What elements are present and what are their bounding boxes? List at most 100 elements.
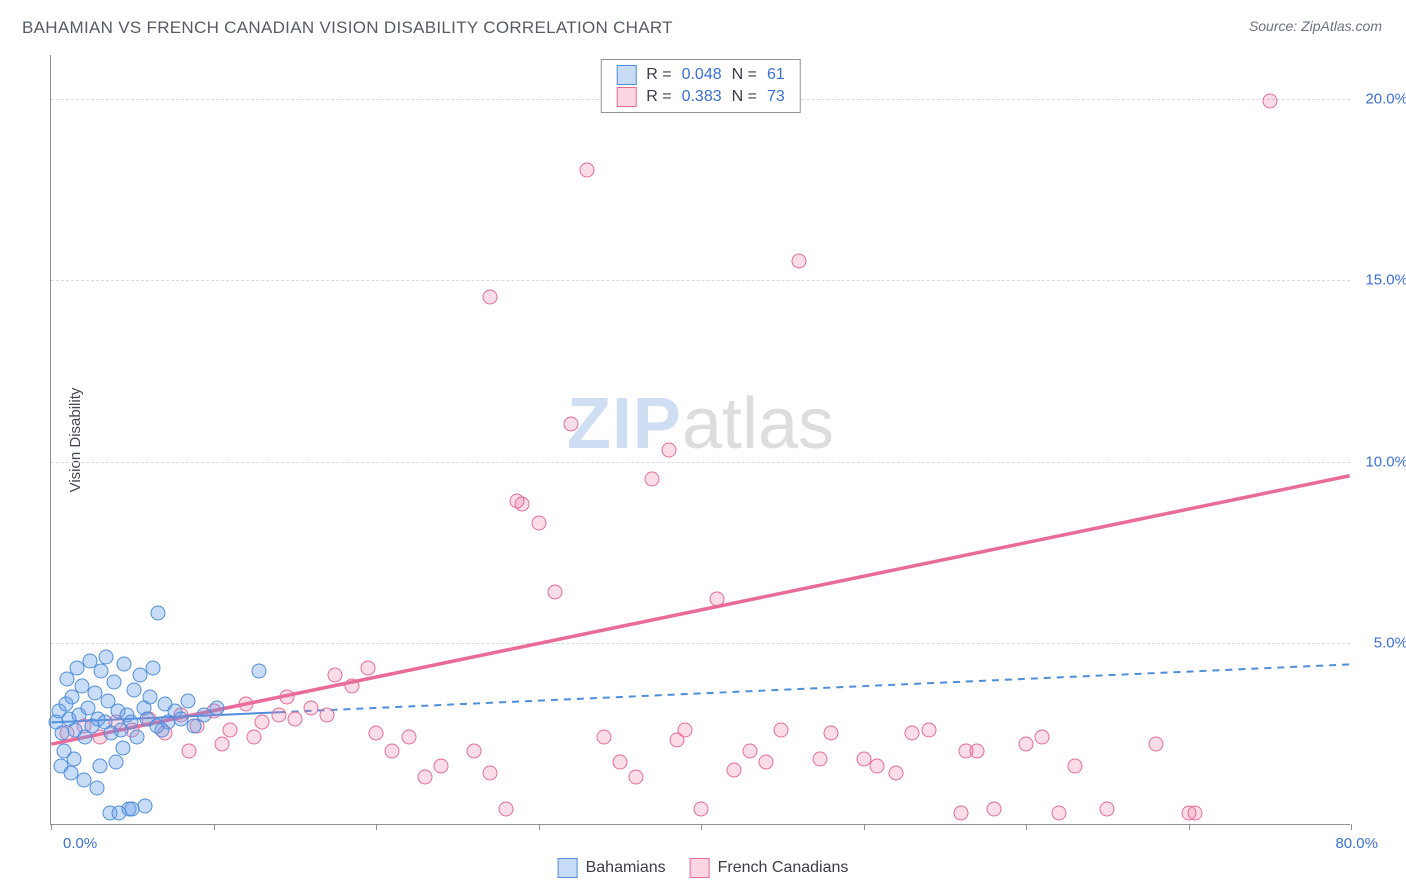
gridline bbox=[51, 462, 1350, 463]
data-point-french-canadians bbox=[869, 758, 884, 773]
r-value: 0.048 bbox=[677, 64, 727, 86]
data-point-bahamians bbox=[89, 780, 104, 795]
source-attribution: Source: ZipAtlas.com bbox=[1249, 18, 1382, 34]
data-point-french-canadians bbox=[320, 708, 335, 723]
y-tick-label: 20.0% bbox=[1365, 90, 1406, 107]
x-tick-mark bbox=[51, 824, 52, 830]
data-point-french-canadians bbox=[1051, 806, 1066, 821]
legend-label: French Canadians bbox=[718, 859, 849, 877]
plot-area: Vision Disability ZIPatlas 5.0%10.0%15.0… bbox=[50, 55, 1350, 825]
data-point-french-canadians bbox=[547, 584, 562, 599]
data-point-french-canadians bbox=[889, 766, 904, 781]
r-value: 0.383 bbox=[677, 86, 727, 108]
correlation-legend: R =0.048N =61R =0.383N =73 bbox=[600, 59, 801, 113]
data-point-french-canadians bbox=[510, 493, 525, 508]
data-point-bahamians bbox=[123, 715, 138, 730]
data-point-french-canadians bbox=[482, 290, 497, 305]
data-point-bahamians bbox=[209, 700, 224, 715]
data-point-bahamians bbox=[115, 740, 130, 755]
data-point-french-canadians bbox=[499, 802, 514, 817]
n-label: N = bbox=[727, 64, 762, 86]
data-point-french-canadians bbox=[1149, 737, 1164, 752]
data-point-bahamians bbox=[92, 758, 107, 773]
data-point-french-canadians bbox=[271, 708, 286, 723]
data-point-french-canadians bbox=[239, 697, 254, 712]
data-point-bahamians bbox=[138, 798, 153, 813]
data-point-french-canadians bbox=[596, 729, 611, 744]
data-point-french-canadians bbox=[958, 744, 973, 759]
legend-item: French Canadians bbox=[690, 858, 849, 878]
data-point-french-canadians bbox=[360, 660, 375, 675]
gridline bbox=[51, 280, 1350, 281]
series-legend: Bahamians French Canadians bbox=[558, 858, 849, 878]
data-point-french-canadians bbox=[726, 762, 741, 777]
x-tick-mark bbox=[1026, 824, 1027, 830]
data-point-french-canadians bbox=[417, 769, 432, 784]
data-point-bahamians bbox=[94, 664, 109, 679]
data-point-french-canadians bbox=[401, 729, 416, 744]
data-point-french-canadians bbox=[580, 163, 595, 178]
data-point-french-canadians bbox=[247, 729, 262, 744]
n-value: 61 bbox=[762, 64, 790, 86]
data-point-french-canadians bbox=[344, 678, 359, 693]
data-point-french-canadians bbox=[694, 802, 709, 817]
data-point-french-canadians bbox=[661, 442, 676, 457]
x-tick-mark bbox=[214, 824, 215, 830]
data-point-bahamians bbox=[146, 660, 161, 675]
data-point-french-canadians bbox=[669, 733, 684, 748]
data-point-french-canadians bbox=[921, 722, 936, 737]
data-point-french-canadians bbox=[385, 744, 400, 759]
data-point-french-canadians bbox=[1100, 802, 1115, 817]
data-point-french-canadians bbox=[986, 802, 1001, 817]
data-point-french-canadians bbox=[466, 744, 481, 759]
data-point-bahamians bbox=[130, 729, 145, 744]
legend-swatch bbox=[616, 87, 636, 107]
legend-item: Bahamians bbox=[558, 858, 666, 878]
y-axis-label: Vision Disability bbox=[67, 387, 84, 492]
data-point-french-canadians bbox=[255, 715, 270, 730]
legend-label: Bahamians bbox=[586, 859, 666, 877]
legend-swatch bbox=[616, 65, 636, 85]
data-point-french-canadians bbox=[1188, 806, 1203, 821]
data-point-french-canadians bbox=[1262, 94, 1277, 109]
data-point-french-canadians bbox=[645, 471, 660, 486]
x-tick-mark bbox=[1351, 824, 1352, 830]
data-point-bahamians bbox=[109, 755, 124, 770]
n-value: 73 bbox=[762, 86, 790, 108]
data-point-french-canadians bbox=[531, 515, 546, 530]
x-tick-mark bbox=[539, 824, 540, 830]
data-point-french-canadians bbox=[214, 737, 229, 752]
y-tick-label: 5.0% bbox=[1374, 635, 1406, 652]
data-point-french-canadians bbox=[279, 689, 294, 704]
data-point-french-canadians bbox=[954, 806, 969, 821]
x-axis-min-label: 0.0% bbox=[63, 835, 97, 852]
data-point-bahamians bbox=[143, 689, 158, 704]
data-point-french-canadians bbox=[287, 711, 302, 726]
data-point-bahamians bbox=[66, 751, 81, 766]
data-point-french-canadians bbox=[759, 755, 774, 770]
data-point-french-canadians bbox=[824, 726, 839, 741]
data-point-bahamians bbox=[117, 657, 132, 672]
legend-row: R =0.048N =61 bbox=[611, 64, 790, 86]
data-point-french-canadians bbox=[612, 755, 627, 770]
data-point-french-canadians bbox=[564, 417, 579, 432]
data-point-french-canadians bbox=[1019, 737, 1034, 752]
data-point-french-canadians bbox=[222, 722, 237, 737]
data-point-bahamians bbox=[252, 664, 267, 679]
data-point-french-canadians bbox=[434, 758, 449, 773]
y-tick-label: 10.0% bbox=[1365, 453, 1406, 470]
data-point-french-canadians bbox=[482, 766, 497, 781]
r-label: R = bbox=[641, 64, 676, 86]
legend-swatch bbox=[690, 858, 710, 878]
data-point-bahamians bbox=[125, 802, 140, 817]
legend-swatch bbox=[558, 858, 578, 878]
data-point-bahamians bbox=[107, 675, 122, 690]
x-tick-mark bbox=[701, 824, 702, 830]
data-point-french-canadians bbox=[1035, 729, 1050, 744]
n-label: N = bbox=[727, 86, 762, 108]
legend-row: R =0.383N =73 bbox=[611, 86, 790, 108]
x-tick-mark bbox=[1189, 824, 1190, 830]
x-axis-max-label: 80.0% bbox=[1335, 835, 1378, 852]
data-point-french-canadians bbox=[182, 744, 197, 759]
x-tick-mark bbox=[376, 824, 377, 830]
